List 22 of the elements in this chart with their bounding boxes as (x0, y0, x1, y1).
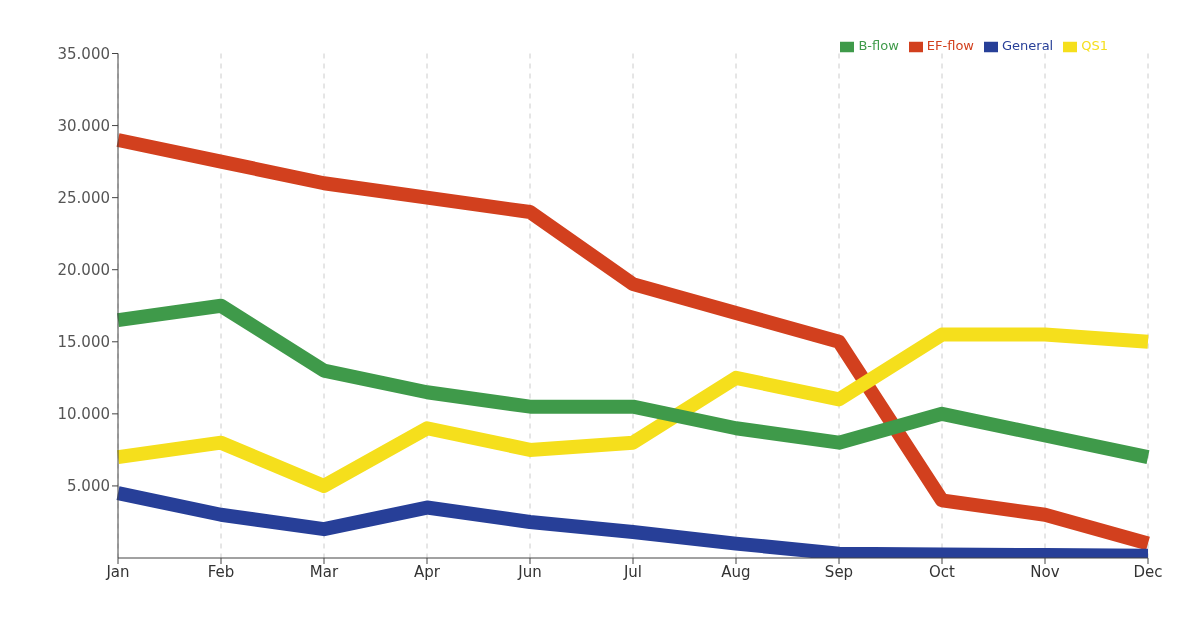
y-tick-label: 30.000 (57, 116, 110, 135)
x-tick-label: Oct (929, 562, 956, 581)
y-tick-label: 15.000 (57, 333, 110, 352)
x-tick-label: Aug (721, 562, 751, 581)
x-tick-label: Dec (1133, 562, 1163, 581)
legend-label: EF-flow (926, 38, 974, 53)
y-tick-label: 20.000 (57, 261, 110, 280)
x-tick-label: Mar (309, 562, 339, 581)
y-tick-label: 35.000 (57, 44, 110, 63)
y-tick-label: 5.000 (67, 477, 110, 496)
y-tick-label: 25.000 (57, 188, 110, 207)
y-tick-label: 10.000 (57, 405, 110, 424)
legend-label: B-flow (858, 38, 899, 53)
x-tick-label: Jan (105, 562, 130, 581)
x-tick-label: Feb (207, 562, 235, 581)
x-tick-label: Sep (824, 562, 854, 581)
x-tick-label: Nov (1030, 562, 1060, 581)
x-tick-label: Jun (517, 562, 542, 581)
x-tick-label: Apr (414, 562, 441, 581)
legend-label: General (1002, 38, 1054, 53)
legend-label: QS1 (1081, 38, 1108, 53)
x-tick-label: Jul (622, 562, 643, 581)
